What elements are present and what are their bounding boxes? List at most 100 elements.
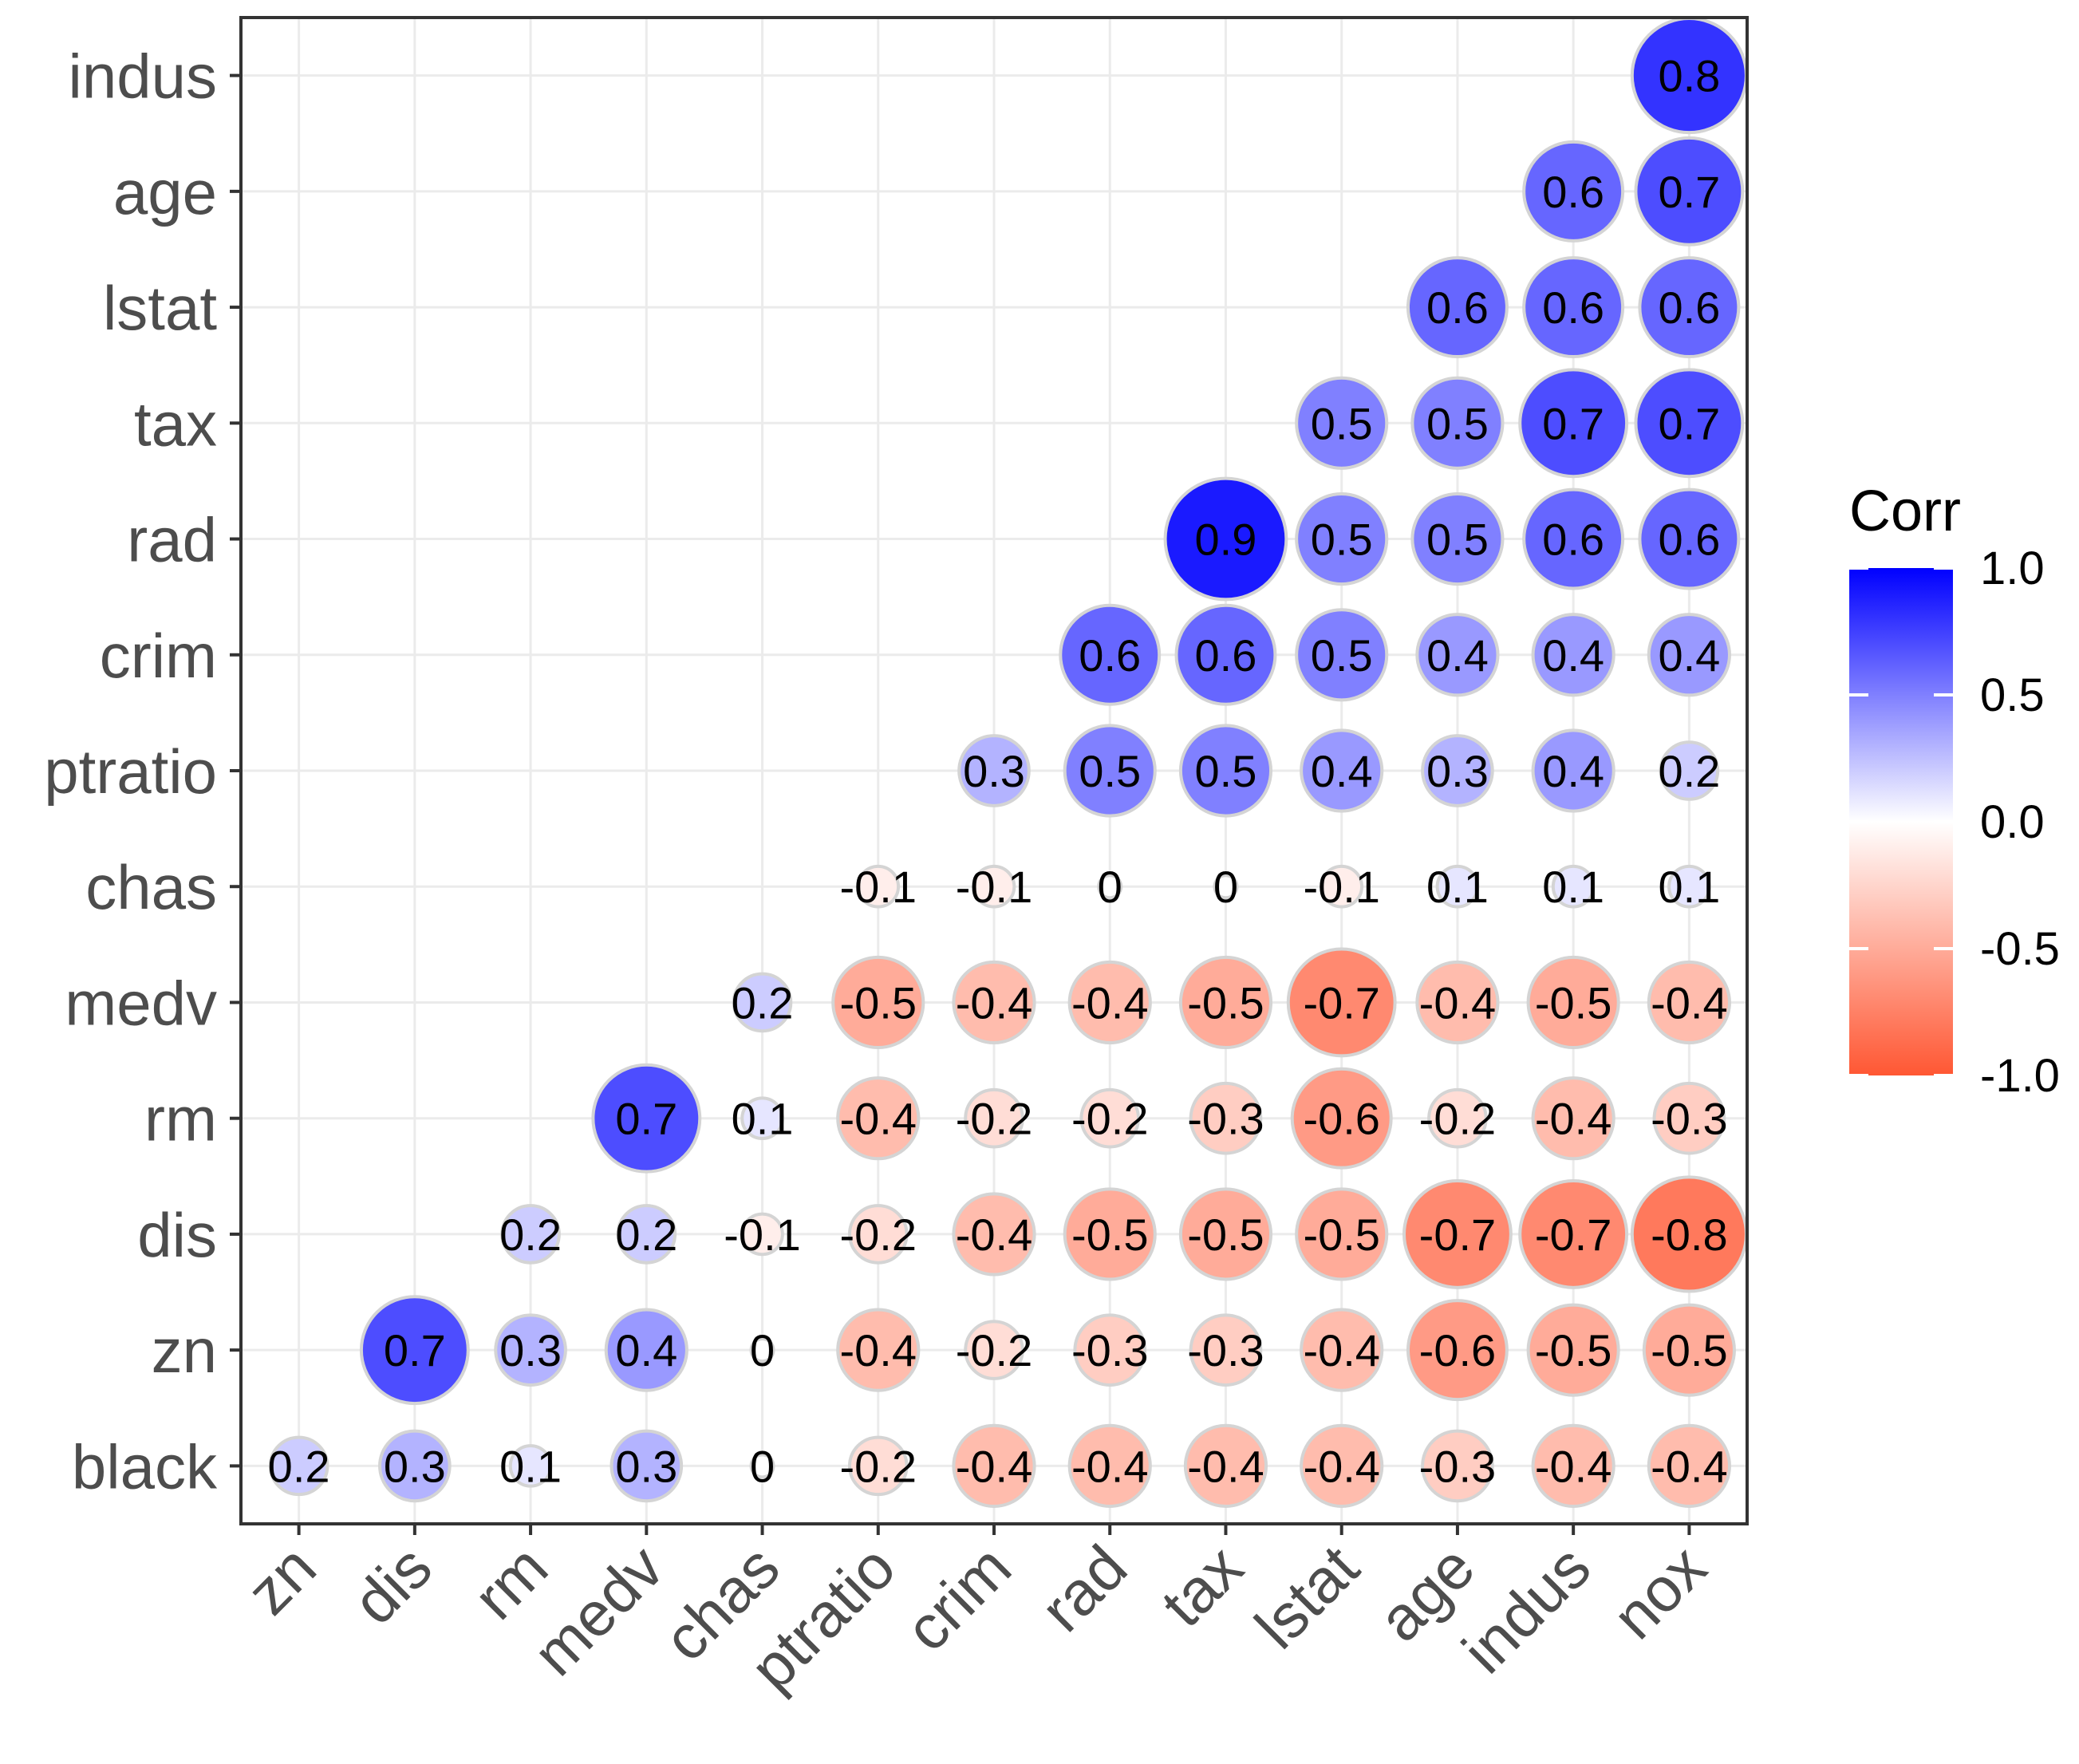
corr-value-dis-rm: 0.2 [499,1210,562,1260]
y-tick-label-black: black [72,1431,218,1502]
corr-circle-dis-ptratio [847,1204,909,1265]
y-tick-label-medv: medv [65,968,217,1038]
corr-circle-black-tax [1183,1423,1268,1508]
corr-circle-dis-tax [1178,1187,1273,1281]
corr-circle-black-chas [749,1453,775,1479]
corr-circle-black-crim [952,1423,1036,1508]
correlation-circles: 0.8 0.6 0.7 0.6 0.6 0.6 0.5 0.5 0.7 0.7 0.9 0.5 0.5 0… [268,17,1748,1508]
corr-circle-rad-lstat [1295,491,1389,586]
corr-circle-black-ptratio [847,1435,909,1497]
corr-circle-zn-tax [1189,1313,1263,1387]
corr-value-age-indus: 0.6 [1542,167,1604,217]
corr-value-chas-ptratio: -0.1 [840,862,917,912]
corr-circle-chas-crim [972,864,1016,909]
corr-circle-rm-ptratio [836,1076,921,1161]
legend-tick-label: 0.0 [1980,796,2045,848]
corr-value-dis-rad: -0.5 [1071,1210,1149,1260]
legend-tick-label: 0.5 [1980,669,2045,721]
corr-value-zn-tax: -0.3 [1187,1325,1264,1375]
corr-circle-lstat-age [1406,256,1509,359]
corr-circle-tax-indus [1518,368,1629,479]
corr-value-medv-age: -0.4 [1419,977,1497,1028]
corr-circle-medv-rad [1067,960,1152,1045]
corr-circle-black-lstat [1300,1423,1384,1508]
corr-circle-dis-crim [952,1192,1036,1277]
corr-value-crim-rad: 0.6 [1079,630,1141,681]
x-tick-label-dis: dis [339,1532,445,1638]
corr-circle-tax-nox [1634,368,1745,479]
corr-value-age-nox: 0.7 [1658,167,1720,217]
corr-circle-medv-nox [1647,960,1731,1045]
corr-circle-dis-rad [1063,1187,1157,1281]
y-tick-label-tax: tax [134,389,217,459]
corr-circle-ptratio-lstat [1300,728,1384,813]
corr-value-rad-lstat: 0.5 [1311,515,1373,565]
corr-value-medv-nox: -0.4 [1651,977,1728,1028]
corr-circle-black-rm [508,1444,553,1488]
corr-value-crim-tax: 0.6 [1195,630,1257,681]
corr-value-medv-ptratio: -0.5 [840,977,917,1028]
corr-value-tax-indus: 0.7 [1542,398,1604,448]
corr-circle-dis-age [1402,1178,1513,1289]
corr-circle-crim-lstat [1295,608,1389,702]
corr-value-black-tax: -0.4 [1187,1441,1264,1491]
corr-value-zn-nox: -0.5 [1651,1325,1728,1375]
corr-value-zn-indus: -0.5 [1535,1325,1612,1375]
x-tick-label-crim: crim [892,1532,1024,1664]
corr-circle-zn-ptratio [836,1308,921,1392]
corr-circle-zn-medv [604,1308,688,1392]
corr-circle-zn-crim [964,1320,1024,1380]
corr-value-black-age: -0.3 [1419,1441,1497,1491]
corr-value-chas-age: 0.1 [1426,862,1489,912]
corr-value-rad-nox: 0.6 [1658,515,1720,565]
corr-circle-zn-chas [749,1337,775,1363]
corr-circle-rad-indus [1522,487,1625,590]
corr-value-ptratio-lstat: 0.4 [1311,746,1373,796]
corr-circle-medv-lstat [1286,947,1397,1058]
corr-value-medv-rad: -0.4 [1071,977,1149,1028]
corr-circle-rm-indus [1531,1076,1615,1161]
corr-value-zn-dis: 0.7 [384,1325,446,1375]
corr-value-rm-tax: -0.3 [1187,1094,1264,1144]
corr-circle-zn-rm [494,1313,567,1387]
corr-value-black-dis: 0.3 [384,1441,446,1491]
corr-value-ptratio-nox: 0.2 [1658,746,1720,796]
corr-circle-rm-crim [964,1087,1024,1149]
corr-value-chas-tax: 0 [1213,862,1238,912]
x-tick-label-medv: medv [519,1532,677,1689]
corr-value-rm-ptratio: -0.4 [840,1094,917,1144]
corr-circle-crim-tax [1174,603,1277,706]
corr-value-rm-indus: -0.4 [1535,1094,1612,1144]
corr-circle-medv-age [1415,960,1500,1045]
corr-circle-chas-ptratio [856,864,901,909]
corr-value-rad-indus: 0.6 [1542,515,1604,565]
corr-circle-crim-nox [1647,613,1731,697]
y-tick-label-chas: chas [85,852,217,922]
y-axis: indus age lstat tax rad crim ptratio chas medv rm… [44,41,241,1502]
corr-value-chas-nox: 0.1 [1658,862,1720,912]
corr-value-chas-indus: 0.1 [1542,862,1604,912]
legend-tick-label: -1.0 [1980,1050,2060,1102]
corr-value-rm-medv: 0.7 [615,1094,677,1144]
corr-circle-age-indus [1522,140,1625,243]
x-tick-label-indus: indus [1449,1532,1604,1687]
corr-value-black-medv: 0.3 [615,1441,677,1491]
corr-circle-rm-chas [740,1096,784,1140]
corr-value-rad-tax: 0.9 [1195,515,1257,565]
corr-circle-rad-age [1410,491,1505,586]
legend-tick-label: -0.5 [1980,923,2060,975]
corr-value-black-nox: -0.4 [1651,1441,1728,1491]
corr-circle-ptratio-crim [957,734,1031,807]
corr-circle-chas-rad [1097,874,1123,900]
corr-value-ptratio-tax: 0.5 [1195,746,1257,796]
corr-value-chas-rad: 0 [1098,862,1122,912]
legend-title: Corr [1849,479,1961,543]
corr-circle-lstat-indus [1522,256,1625,359]
corr-value-chas-crim: -0.1 [956,862,1033,912]
corr-value-black-lstat: -0.4 [1303,1441,1380,1491]
corr-value-rm-crim: -0.2 [956,1094,1033,1144]
corr-value-black-chas: 0 [750,1441,775,1491]
corr-value-black-rm: 0.1 [499,1441,562,1491]
